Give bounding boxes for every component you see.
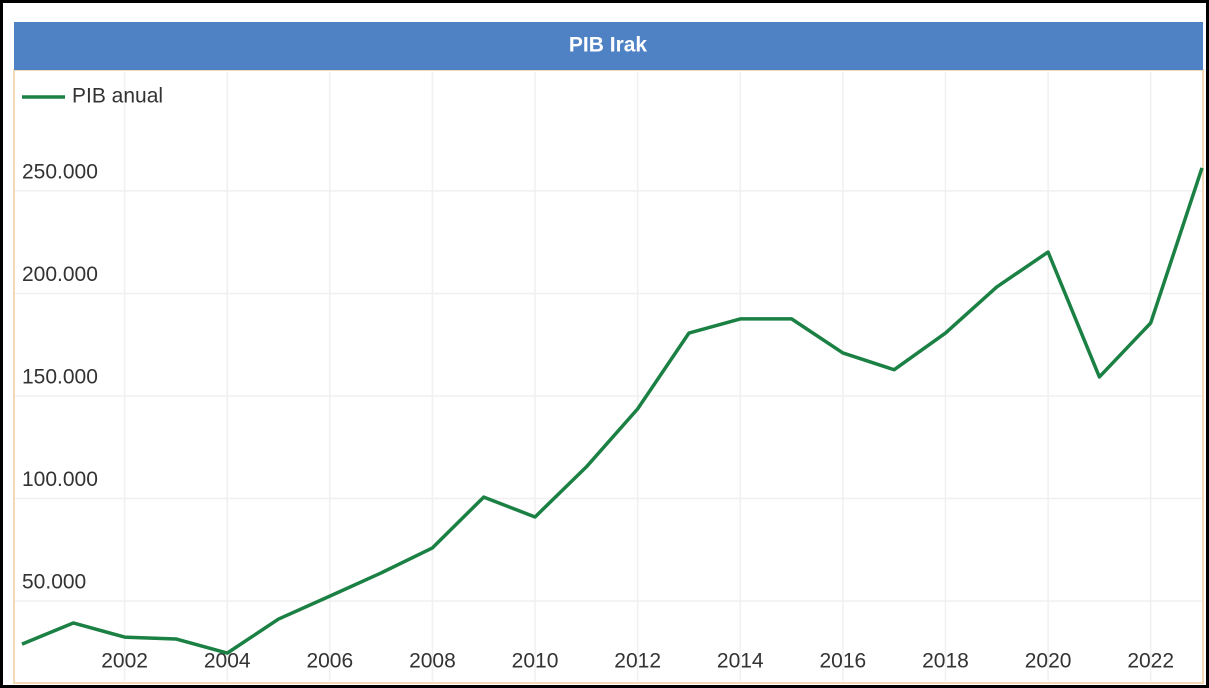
x-tick-label: 2002 xyxy=(101,650,148,673)
x-tick-label: 2014 xyxy=(717,650,764,673)
x-tick-label: 2004 xyxy=(204,650,251,673)
x-tick-label: 2010 xyxy=(512,650,559,673)
x-tick-label: 2016 xyxy=(820,650,867,673)
legend-label: PIB anual xyxy=(72,85,163,108)
y-tick-label: 150.000 xyxy=(22,366,98,389)
x-tick-label: 2008 xyxy=(409,650,456,673)
series-line xyxy=(21,167,1204,655)
x-tick-label: 2006 xyxy=(306,650,353,673)
x-tick-label: 2020 xyxy=(1025,650,1072,673)
x-tick-label: 2022 xyxy=(1127,650,1174,673)
title-bar xyxy=(14,22,1203,70)
y-tick-label: 50.000 xyxy=(22,571,86,594)
y-tick-label: 100.000 xyxy=(22,468,98,491)
x-tick-label: 2018 xyxy=(922,650,969,673)
chart-title: PIB Irak xyxy=(569,34,648,57)
x-tick-label: 2012 xyxy=(614,650,661,673)
y-tick-label: 200.000 xyxy=(22,263,98,286)
plot-area xyxy=(13,69,1204,684)
y-tick-label: 250.000 xyxy=(22,160,98,183)
